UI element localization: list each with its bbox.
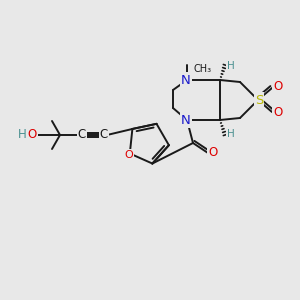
Text: C: C xyxy=(78,128,86,142)
Text: C: C xyxy=(100,128,108,142)
Text: CH₃: CH₃ xyxy=(194,64,212,74)
Text: O: O xyxy=(273,106,283,119)
Text: O: O xyxy=(124,149,133,160)
Text: H: H xyxy=(227,129,235,139)
Text: O: O xyxy=(273,80,283,94)
Text: H: H xyxy=(227,61,235,71)
Text: S: S xyxy=(255,94,263,106)
Text: N: N xyxy=(181,113,191,127)
Text: O: O xyxy=(27,128,37,142)
Text: N: N xyxy=(181,74,191,86)
Text: H: H xyxy=(18,128,26,142)
Text: O: O xyxy=(208,146,217,160)
